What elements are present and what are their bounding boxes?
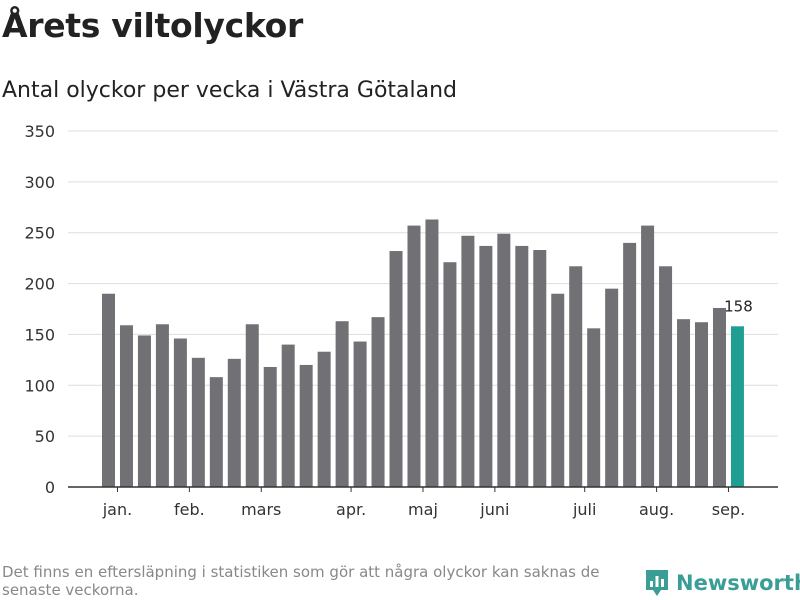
bar: [605, 288, 619, 487]
bar: [587, 328, 601, 487]
bars: [102, 219, 744, 487]
bar: [407, 225, 421, 487]
data-labels: 158: [724, 297, 753, 315]
bar: [299, 364, 313, 487]
y-tick-label: 350: [24, 122, 55, 141]
x-tick-label: feb.: [174, 500, 205, 519]
chart-subtitle: Antal olyckor per vecka i Västra Götalan…: [2, 78, 458, 103]
bar: [659, 266, 673, 487]
brand-logo[interactable]: Newsworthy: [644, 568, 800, 598]
bar: [245, 324, 259, 487]
bar: [712, 307, 726, 487]
y-tick-label: 100: [24, 376, 55, 395]
x-tick-label: maj: [408, 500, 438, 519]
x-tick-label: juli: [572, 500, 596, 519]
bar: [515, 245, 529, 487]
bar: [623, 242, 637, 487]
x-axis-tick-labels: jan. feb. mars apr. maj juni juli aug. sep.: [102, 487, 745, 519]
x-tick-label: juni: [479, 500, 509, 519]
bar-chart: 0 50 100 150 200 250 300 350 jan. feb. mars apr. ma…: [24, 122, 778, 519]
bar: [317, 351, 331, 487]
bar: [371, 317, 385, 487]
bar: [443, 262, 457, 487]
y-tick-label: 300: [24, 173, 55, 192]
bar-highlighted: [730, 326, 744, 487]
bar: [209, 377, 223, 487]
y-axis-tick-labels: 0 50 100 150 200 250 300 350: [24, 122, 55, 497]
bar: [461, 235, 475, 487]
footnote: Det finns en eftersläpning i statistiken…: [2, 563, 600, 599]
data-label-latest: 158: [724, 297, 753, 315]
bar: [641, 225, 655, 487]
x-tick-label: mars: [241, 500, 281, 519]
y-tick-label: 0: [45, 478, 55, 497]
bar: [335, 321, 349, 487]
bar: [533, 250, 547, 487]
bar: [102, 293, 115, 487]
bar: [155, 324, 169, 487]
bar: [497, 233, 511, 487]
x-tick-label: sep.: [712, 500, 745, 519]
bar: [695, 322, 709, 487]
bar: [425, 219, 439, 487]
bar: [191, 357, 205, 487]
bar: [551, 293, 565, 487]
y-tick-label: 50: [35, 427, 55, 446]
y-tick-label: 200: [24, 275, 55, 294]
bar: [137, 335, 151, 487]
bar: [569, 266, 583, 487]
bar: [389, 251, 403, 487]
x-tick-label: apr.: [336, 500, 366, 519]
chart-title: Årets viltolyckor: [2, 6, 303, 45]
bar: [353, 341, 367, 487]
y-tick-label: 250: [24, 224, 55, 243]
bar: [119, 325, 133, 487]
bar: [173, 338, 187, 487]
bar: [263, 366, 277, 487]
bar: [677, 319, 691, 487]
bar: [281, 344, 295, 487]
x-tick-label: aug.: [639, 500, 674, 519]
bar-chart-pin-icon: [646, 570, 668, 596]
bar: [479, 245, 493, 487]
brand-name: Newsworthy: [676, 571, 800, 595]
x-tick-label: jan.: [102, 500, 132, 519]
y-tick-label: 150: [24, 325, 55, 344]
bar: [227, 358, 241, 487]
